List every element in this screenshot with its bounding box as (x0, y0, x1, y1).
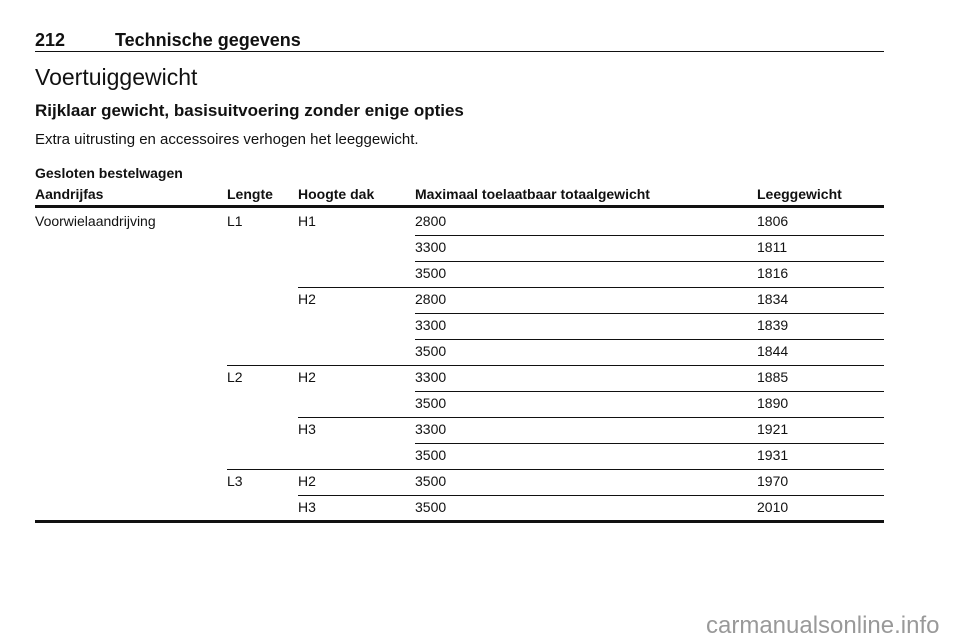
cell: L3 (227, 473, 243, 489)
column-header: Lengte (227, 186, 273, 202)
row-rule (298, 287, 884, 288)
cell: 2800 (415, 213, 447, 229)
header-rule (35, 205, 884, 208)
cell: 3300 (415, 239, 447, 255)
column-header: Hoogte dak (298, 186, 375, 202)
row-rule (415, 235, 884, 236)
cell: 1834 (757, 291, 789, 307)
cell: 3500 (415, 265, 447, 281)
row-rule (415, 313, 884, 314)
row-rule (227, 365, 884, 366)
cell: L1 (227, 213, 243, 229)
cell: 1811 (757, 239, 788, 255)
cell: H2 (298, 473, 316, 489)
row-rule (415, 391, 884, 392)
cell: H3 (298, 421, 316, 437)
cell: 3500 (415, 447, 447, 463)
watermark: carmanualsonline.info (706, 612, 940, 639)
cell: H2 (298, 291, 316, 307)
cell: 3300 (415, 369, 447, 385)
section-title: Technische gegevens (115, 30, 301, 50)
table-end-rule (35, 520, 884, 523)
cell: 1931 (757, 447, 789, 463)
row-rule (415, 261, 884, 262)
row-rule (298, 417, 884, 418)
cell: 3500 (415, 343, 447, 359)
cell: 2010 (757, 499, 789, 515)
cell: 1885 (757, 369, 789, 385)
table-caption: Gesloten bestelwagen (35, 165, 183, 181)
cell: 3300 (415, 317, 447, 333)
column-header: Leeggewicht (757, 186, 842, 202)
subtitle: Rijklaar gewicht, basisuitvoering zonder… (35, 101, 464, 120)
row-rule (415, 443, 884, 444)
cell: 3500 (415, 395, 447, 411)
cell: Voorwielaandrijving (35, 213, 156, 229)
cell: H3 (298, 499, 316, 515)
note: Extra uitrusting en accessoires verhogen… (35, 131, 419, 148)
cell: 1921 (757, 421, 789, 437)
column-header: Maximaal toelaatbaar totaalgewicht (415, 186, 650, 202)
cell: 3300 (415, 421, 447, 437)
cell: 1970 (757, 473, 789, 489)
header-rule (35, 51, 884, 52)
cell: 3500 (415, 499, 447, 515)
cell: 2800 (415, 291, 447, 307)
cell: 1816 (757, 265, 789, 281)
row-rule (227, 469, 884, 470)
cell: L2 (227, 369, 243, 385)
page-number: 212 (35, 30, 66, 50)
cell: 1890 (757, 395, 789, 411)
cell: 1844 (757, 343, 789, 359)
title: Voertuiggewicht (35, 64, 198, 90)
row-rule (415, 339, 884, 340)
column-header: Aandrijfas (35, 186, 104, 202)
cell: 1806 (757, 213, 789, 229)
cell: 1839 (757, 317, 789, 333)
cell: H1 (298, 213, 316, 229)
row-rule (298, 495, 884, 496)
cell: 3500 (415, 473, 447, 489)
cell: H2 (298, 369, 316, 385)
